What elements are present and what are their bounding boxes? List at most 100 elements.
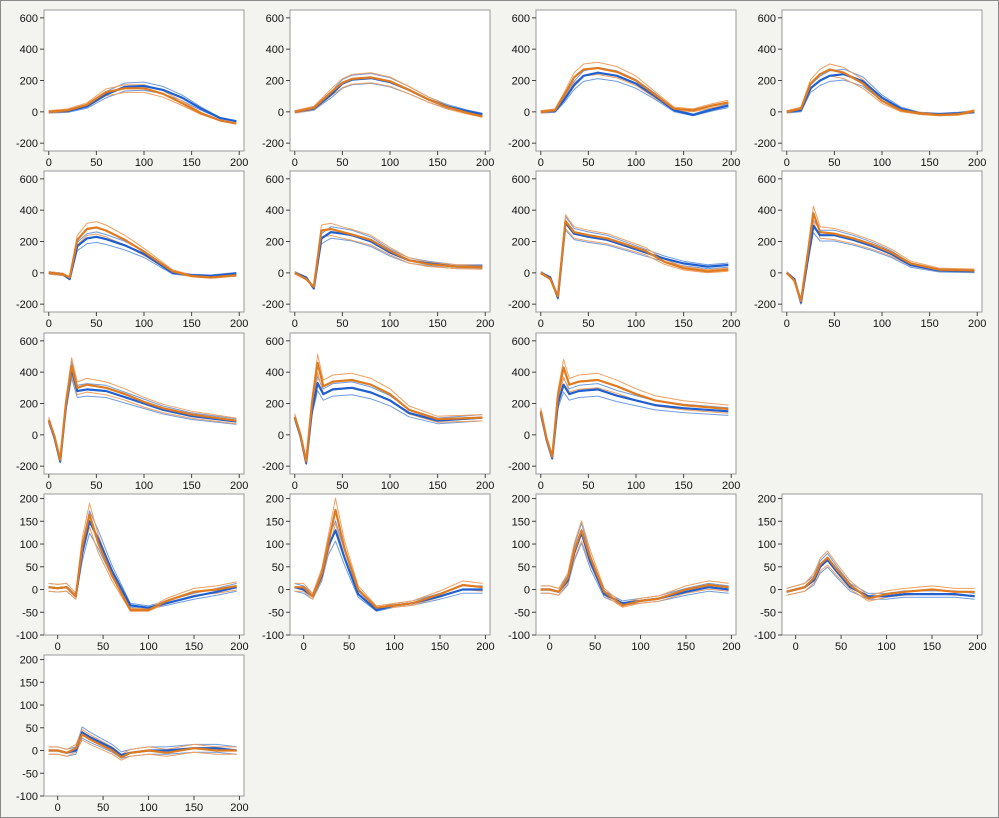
y-tick-label: 0 [32,585,38,597]
x-tick-label: 100 [627,318,645,330]
x-tick-label: 150 [182,480,200,492]
series-orange-mean [786,68,975,117]
y-tick-label: 400 [20,205,38,217]
plot-area [289,170,491,313]
y-tick-label: 200 [512,76,530,88]
x-tick-label: 150 [677,641,695,653]
chart-svg-8: 600 400 200 0 -200 0 50 100 150 200 [754,170,986,330]
chart-panel-9: 600 400 200 0 -200 0 50 100 150 200 [10,329,253,492]
x-tick-label: 200 [968,318,986,330]
x-tick-label: 50 [90,157,102,169]
x-tick-label: 200 [476,157,494,169]
x-tick-label: 100 [627,157,645,169]
x-tick-label: 200 [230,641,248,653]
y-tick-label: 600 [266,174,284,186]
y-tick-label: -50 [514,607,530,619]
y-tick-label: 0 [524,107,530,119]
x-tick-label: 0 [538,318,544,330]
x-tick-label: 150 [182,318,200,330]
y-tick-label: 200 [266,399,284,411]
y-tick-label: 100 [20,700,38,712]
series-orange-mean [294,227,483,289]
y-tick-label: 200 [266,494,284,506]
x-tick-label: 150 [920,157,938,169]
x-tick-label: 50 [97,802,109,814]
y-tick-label: 150 [20,516,38,528]
x-tick-label: 200 [968,641,986,653]
x-tick-label: 0 [292,480,298,492]
plot-area [43,9,245,152]
plot-area [781,493,983,636]
series-orange-mean [47,364,237,461]
y-tick-label: -200 [262,461,284,473]
y-tick-label: -50 [268,607,284,619]
x-tick-label: 150 [185,641,203,653]
x-tick-label: 50 [828,318,840,330]
y-tick-label: -100 [754,630,776,642]
y-tick-label: 200 [20,237,38,249]
y-tick-label: 50 [272,562,284,574]
series-orange-replicate [786,550,975,597]
y-tick-label: 600 [758,174,776,186]
x-tick-label: 200 [722,480,740,492]
y-tick-label: -100 [262,630,284,642]
series-orange-mean [294,76,483,118]
y-tick-label: 200 [512,237,530,249]
series-orange-mean [48,733,237,759]
y-tick-label: 100 [20,539,38,551]
chart-panel-8: 600 400 200 0 -200 0 50 100 150 200 [748,167,991,330]
y-tick-label: 400 [758,44,776,56]
x-tick-label: 150 [182,157,200,169]
plot-area [43,170,245,313]
plot-area [43,654,245,797]
x-tick-label: 100 [381,480,399,492]
x-tick-label: 50 [336,318,348,330]
y-tick-label: -200 [262,138,284,150]
x-tick-label: 150 [428,157,446,169]
x-tick-label: 200 [476,480,494,492]
series-orange-mean [294,508,483,609]
y-tick-label: 0 [32,268,38,280]
y-tick-label: 600 [266,336,284,348]
chart-panel-14: 200 150 100 50 0 -50 -100 0 50 100 150 200 [502,490,745,653]
chart-svg-7: 600 400 200 0 -200 0 50 100 150 200 [508,170,740,330]
y-tick-label: 0 [32,107,38,119]
series-orange-replicate [48,739,237,761]
x-tick-label: 50 [835,641,847,653]
chart-panel-16: 200 150 100 50 0 -50 -100 0 50 100 150 200 [10,651,253,814]
x-tick-label: 0 [538,157,544,169]
chart-svg-14: 200 150 100 50 0 -50 -100 0 50 100 150 200 [508,493,741,653]
x-tick-label: 50 [90,318,102,330]
series-orange-mean [293,361,483,463]
x-tick-label: 200 [722,641,740,653]
y-tick-label: 50 [764,562,776,574]
x-tick-label: 0 [55,802,61,814]
y-tick-label: 600 [20,336,38,348]
series-blue-replicate [48,360,237,464]
x-tick-label: 50 [582,318,594,330]
y-tick-label: 200 [266,76,284,88]
x-tick-label: 100 [873,318,891,330]
y-tick-label: -50 [760,607,776,619]
y-tick-label: 400 [20,367,38,379]
plot-area [535,493,737,636]
series-blue-mean [540,221,729,299]
x-tick-label: 0 [538,480,544,492]
x-tick-label: 0 [55,641,61,653]
chart-svg-6: 600 400 200 0 -200 0 50 100 150 200 [262,170,494,330]
y-tick-label: -100 [16,630,38,642]
x-tick-label: 200 [722,318,740,330]
chart-panel-3: 600 400 200 0 -200 0 50 100 150 200 [502,6,745,169]
y-tick-label: 400 [20,44,38,56]
y-tick-label: 0 [524,430,530,442]
y-tick-label: 100 [266,539,284,551]
chart-svg-3: 600 400 200 0 -200 0 50 100 150 200 [508,9,740,169]
y-tick-label: 100 [512,539,530,551]
x-tick-label: 50 [336,157,348,169]
x-tick-label: 0 [547,641,553,653]
chart-svg-10: 600 400 200 0 -200 0 50 100 150 200 [262,332,494,492]
y-tick-label: -200 [754,299,776,311]
series-blue-mean [786,224,975,304]
series-blue-mean [47,367,237,463]
y-tick-label: 400 [266,44,284,56]
